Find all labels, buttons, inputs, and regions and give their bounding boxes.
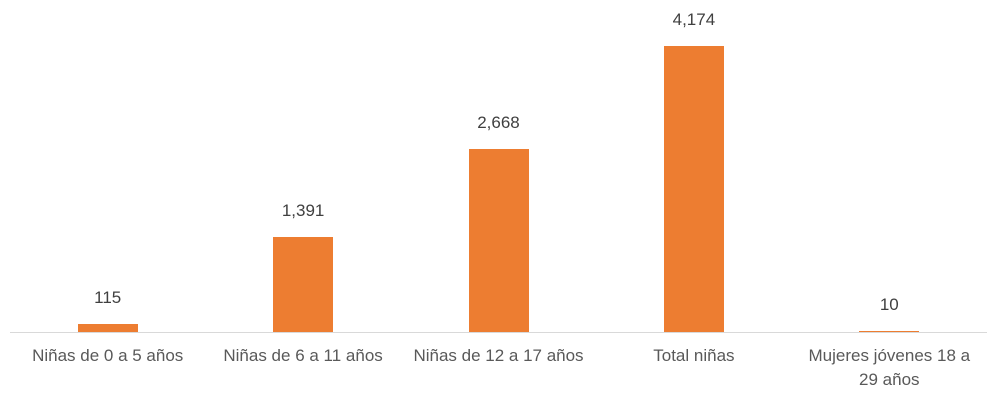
bar bbox=[273, 236, 334, 332]
x-tick-label: Niñas de 0 a 5 años bbox=[32, 346, 184, 365]
x-tick-label: Niñas de 12 a 17 años bbox=[413, 346, 584, 365]
x-tick-label: Niñas de 6 a 11 años bbox=[223, 346, 383, 365]
data-label: 2,668 bbox=[477, 113, 520, 133]
data-label: 1,391 bbox=[281, 200, 325, 220]
bar bbox=[77, 324, 138, 332]
bar bbox=[468, 149, 529, 332]
data-label: 4,174 bbox=[672, 10, 716, 29]
x-axis-line bbox=[10, 332, 987, 333]
bar bbox=[663, 46, 724, 332]
data-label: 10 bbox=[879, 295, 899, 315]
x-tick-label: Total niñas bbox=[653, 346, 735, 365]
x-tick-label: Mujeres jóvenes 18 a 29 años bbox=[808, 346, 971, 389]
data-label: 115 bbox=[94, 288, 122, 308]
bar bbox=[859, 331, 920, 332]
